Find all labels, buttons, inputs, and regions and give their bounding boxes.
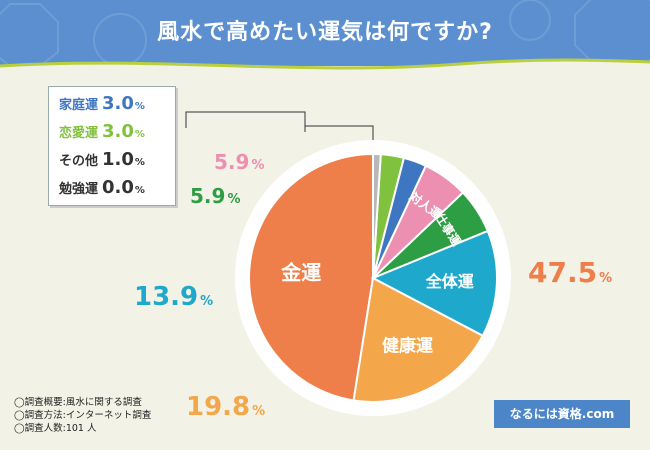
header-banner: 風水で高めたい運気は何ですか? [0,0,650,66]
legend-value: 3.0 [102,121,134,142]
legend-value: 3.0 [102,93,134,114]
pie-slice [370,229,498,338]
percent-label-relations: 5.9% [214,150,264,174]
legend-row-love: 恋愛運 3.0% [59,121,145,145]
percent-label-health: 19.8% [186,392,265,422]
survey-note: ◯調査概要:風水に関する調査 [14,397,142,408]
legend-percent: % [134,185,145,196]
small-slices-legend: 家庭運 3.0% 恋愛運 3.0% その他 1.0% 勉強運 0.0% [48,86,176,206]
slice-label: 健康運 [382,336,433,357]
percent-sign: % [227,192,241,207]
pie-slice [352,276,485,403]
small-slices-bracket [304,125,374,140]
legend-percent: % [134,101,145,112]
percent-sign: % [252,404,266,419]
percent-sign: % [599,271,613,286]
legend-label: その他 [59,154,99,169]
legend-label: 勉強運 [59,182,99,197]
slice-label: 金運 [280,260,321,284]
percent-sign: % [251,158,265,173]
percent-label-overall: 13.9% [134,282,213,312]
legend-row-other: その他 1.0% [59,149,145,173]
percent-value: 5.9 [190,184,226,208]
legend-row-study: 勉強運 0.0% [59,177,145,201]
legend-label: 家庭運 [59,98,99,113]
legend-label: 恋愛運 [59,126,99,141]
percent-sign: % [200,294,214,309]
percent-label-work: 5.9% [190,184,240,208]
pie-slice [372,152,382,279]
survey-notes: ◯調査概要:風水に関する調査 ◯調査方法:インターネット調査 ◯調査人数:101… [14,396,151,435]
percent-value: 5.9 [214,150,250,174]
pie-slice [248,152,374,402]
percent-label-money: 47.5% [528,256,612,289]
percent-value: 13.9 [134,282,199,312]
legend-percent: % [134,157,145,168]
page-title: 風水で高めたい運気は何ですか? [157,20,493,45]
legend-connector [185,111,306,128]
slice-label: 全体運 [425,272,474,291]
legend-value: 0.0 [102,177,134,198]
percent-value: 19.8 [186,392,251,422]
header-wave [0,58,650,78]
legend-row-family: 家庭運 3.0% [59,93,145,117]
header-pattern [0,0,650,66]
legend-percent: % [134,129,145,140]
percent-value: 47.5 [528,256,598,289]
legend-value: 1.0 [102,149,134,170]
brand-link[interactable]: なるには資格.com [494,400,630,428]
survey-note: ◯調査方法:インターネット調査 [14,410,152,421]
survey-note: ◯調査人数:101 人 [14,423,97,434]
